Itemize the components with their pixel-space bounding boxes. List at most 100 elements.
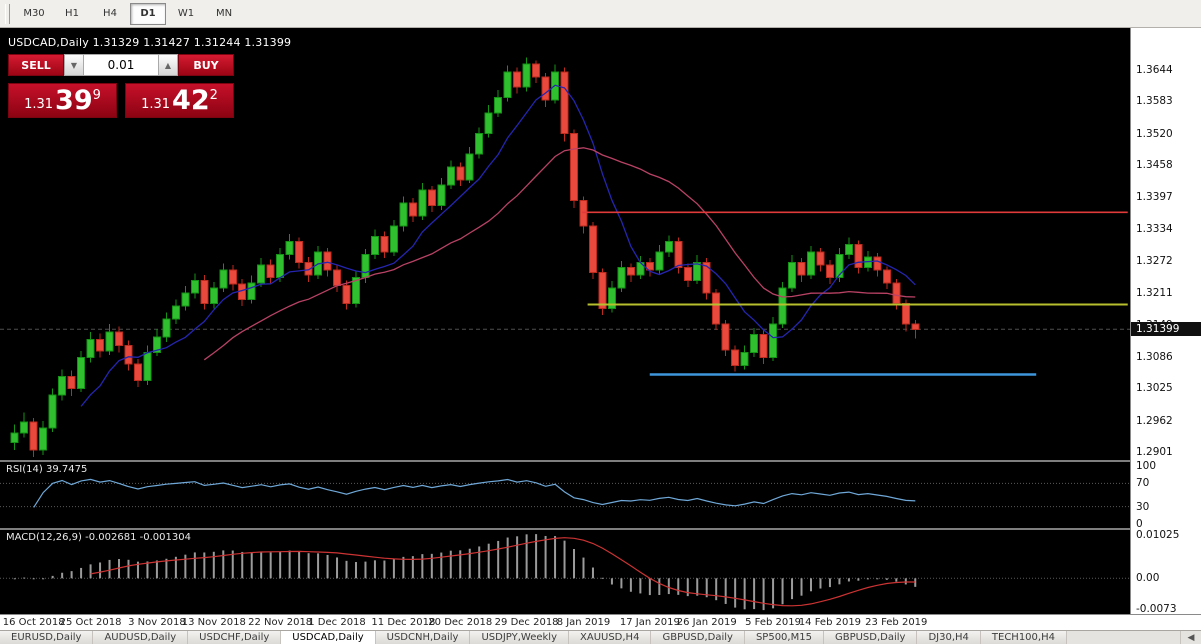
chart-tab-eurusd-daily[interactable]: EURUSD,Daily [0, 631, 94, 644]
macd-histogram-bar [411, 556, 414, 579]
macd-histogram-bar [42, 578, 45, 580]
macd-histogram-bar [648, 578, 651, 596]
chart-tab-usdcnh-daily[interactable]: USDCNH,Daily [375, 631, 471, 644]
macd-histogram-bar [51, 575, 54, 579]
candle [228, 269, 237, 285]
timeframe-button-h4[interactable]: H4 [103, 8, 117, 19]
trade-prices-row: 1.31 39 9 1.31 42 2 [8, 83, 234, 118]
candle [465, 153, 474, 181]
macd-histogram-bar [212, 551, 215, 579]
chart-tab-dj30-h4[interactable]: DJ30,H4 [917, 631, 981, 644]
chart-tab-usdjpy-weekly[interactable]: USDJPY,Weekly [470, 631, 569, 644]
macd-axis-label: 0.01025 [1136, 529, 1180, 542]
candle [143, 351, 152, 382]
timeframe-button-mn[interactable]: MN [215, 8, 233, 19]
volume-decrease-button[interactable]: ▼ [64, 54, 84, 76]
candle [731, 349, 740, 366]
macd-indicator-panel[interactable]: MACD(12,26,9) -0.002681 -0.001304 [0, 530, 1130, 614]
panel-separator[interactable] [0, 528, 1201, 530]
chart-tab-usdchf-daily[interactable]: USDCHF,Daily [188, 631, 282, 644]
rsi-axis-label: 70 [1136, 477, 1150, 490]
candle [181, 292, 190, 307]
panel-separator[interactable] [0, 460, 1201, 462]
price-scale[interactable]: 1.3644 1.3583 1.3520 1.3458 1.3397 1.3334 1.32… [1130, 28, 1201, 615]
candle [532, 63, 541, 78]
candle [882, 269, 891, 284]
candle [645, 261, 654, 271]
rsi-indicator-panel[interactable]: RSI(14) 39.7475 [0, 462, 1130, 528]
macd-histogram-bar [241, 551, 244, 579]
candle [200, 279, 209, 304]
macd-histogram-bar [231, 550, 234, 579]
macd-histogram-bar [658, 578, 661, 596]
date-axis-label: 17 Jan 2019 [619, 617, 680, 628]
chart-tab-gbpusd-daily[interactable]: GBPUSD,Daily [651, 631, 745, 644]
candle [475, 133, 484, 155]
candle [342, 284, 351, 304]
macd-histogram-bar [165, 558, 168, 579]
macd-histogram-bar [127, 559, 130, 579]
candle [380, 236, 389, 253]
candle [806, 251, 815, 276]
buy-button[interactable]: BUY [178, 54, 234, 76]
rsi-line [33, 478, 916, 508]
macd-histogram-bar [468, 548, 471, 579]
chart-tab-usdcad-daily[interactable]: USDCAD,Daily [281, 631, 376, 644]
timeframe-button-w1[interactable]: W1 [177, 8, 195, 19]
date-axis-label: 3 Nov 2018 [128, 617, 186, 628]
tabs-scroll-left-icon[interactable]: ◀ [1180, 631, 1201, 644]
toolbar-drag-handle[interactable] [5, 3, 10, 24]
candle [77, 357, 86, 389]
candle [48, 394, 57, 429]
candle [901, 302, 910, 325]
volume-increase-button[interactable]: ▲ [158, 54, 178, 76]
macd-histogram-bar [203, 552, 206, 579]
macd-histogram-bar [724, 578, 727, 604]
macd-histogram-bar [857, 578, 860, 581]
macd-histogram-bar [639, 578, 642, 594]
macd-histogram-bar [563, 540, 566, 579]
candle [494, 97, 503, 114]
candle [513, 71, 522, 88]
candle [152, 336, 161, 353]
chart-tab-sp500-m15[interactable]: SP500,M15 [744, 631, 824, 644]
macd-histogram-bar [193, 552, 196, 579]
timeframe-button-h1[interactable]: H1 [65, 8, 79, 19]
candle [873, 256, 882, 271]
candle [721, 323, 730, 351]
candle [257, 264, 266, 284]
candle [456, 166, 465, 181]
candle [541, 76, 550, 101]
timeframe-button-m30[interactable]: M30 [23, 8, 45, 19]
macd-histogram-bar [753, 578, 756, 610]
timeframe-button-d1[interactable]: D1 [130, 2, 166, 25]
candle [333, 269, 342, 286]
macd-histogram-bar [487, 543, 490, 579]
candle [778, 287, 787, 325]
price-chart-svg[interactable] [0, 28, 1130, 460]
macd-histogram-bar [762, 578, 765, 611]
date-axis[interactable]: 16 Oct 2018 25 Oct 2018 3 Nov 2018 13 Nov 2… [0, 614, 1201, 630]
candle [570, 133, 579, 201]
macd-histogram-bar [392, 559, 395, 579]
macd-histogram-bar [354, 562, 357, 579]
candle [769, 323, 778, 359]
price-chart-panel[interactable] [0, 28, 1130, 460]
chart-tab-xauusd-h4[interactable]: XAUUSD,H4 [569, 631, 652, 644]
volume-input[interactable]: 0.01 [84, 54, 158, 76]
sell-button[interactable]: SELL [8, 54, 64, 76]
macd-histogram-bar [345, 560, 348, 579]
candle [209, 287, 218, 304]
chart-tab-tech100-h4[interactable]: TECH100,H4 [980, 631, 1067, 644]
macd-histogram-bar [61, 572, 64, 579]
trade-controls-row: SELL ▼ 0.01 ▲ BUY [8, 54, 234, 76]
candle [911, 323, 920, 330]
one-click-trading-widget: SELL ▼ 0.01 ▲ BUY 1.31 39 9 1.31 42 2 [8, 54, 234, 118]
chart-tab-gbpusd-daily[interactable]: GBPUSD,Daily [823, 631, 918, 644]
chart-tab-audusd-daily[interactable]: AUDUSD,Daily [93, 631, 189, 644]
macd-histogram-bar [136, 561, 139, 579]
macd-histogram-bar [421, 554, 424, 579]
price-axis-label: 1.3583 [1136, 95, 1173, 108]
candle [86, 339, 95, 359]
ma-fast-line [80, 84, 916, 407]
